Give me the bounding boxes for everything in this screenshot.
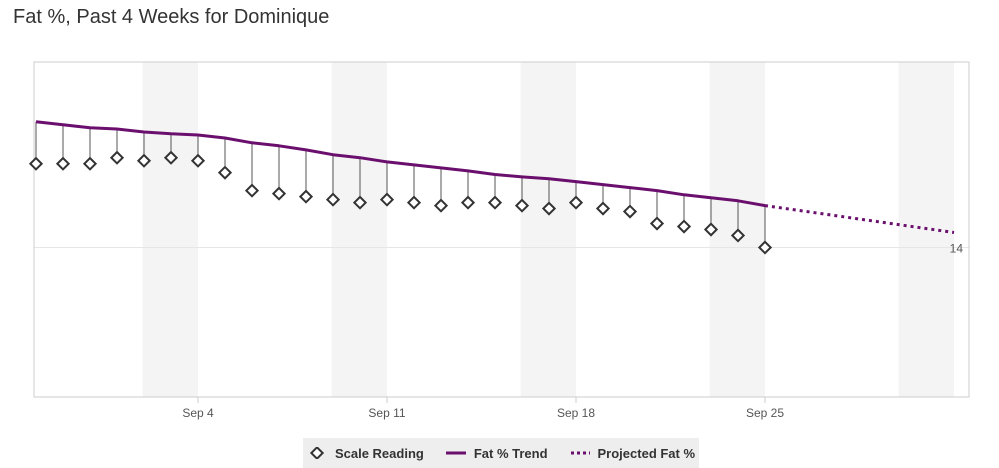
scale-reading-point xyxy=(487,195,503,210)
legend-item-fat-trend[interactable]: Fat % Trend xyxy=(445,445,548,461)
scale-reading-point xyxy=(325,192,341,207)
scale-reading-point xyxy=(28,156,44,171)
x-tick-label: Sep 25 xyxy=(746,406,784,420)
weekend-band xyxy=(331,62,387,397)
x-axis: Sep 4 Sep 11 Sep 18 Sep 25 xyxy=(182,397,784,420)
scale-reading-point xyxy=(649,216,665,231)
dotted-line-icon xyxy=(570,447,590,459)
scale-reading-point xyxy=(109,150,125,165)
weekend-band xyxy=(142,62,198,397)
weekend-bands xyxy=(142,62,954,397)
scale-reading-point xyxy=(730,228,746,243)
plot-area-border xyxy=(33,61,970,398)
legend-label-projected-fat: Projected Fat % xyxy=(597,445,696,461)
scale-reading-point xyxy=(190,153,206,168)
legend-label-fat-trend: Fat % Trend xyxy=(473,445,548,461)
scale-reading-point xyxy=(541,201,557,216)
scale-reading-point xyxy=(298,189,314,204)
solid-line-icon xyxy=(445,447,466,459)
x-tick-label: Sep 18 xyxy=(557,406,595,420)
weekend-band xyxy=(520,62,576,397)
legend: Scale Reading Fat % Trend Projected Fat … xyxy=(303,438,699,468)
scale-reading-point xyxy=(568,195,584,210)
scale-reading-markers xyxy=(28,150,773,255)
scale-reading-point xyxy=(217,165,233,180)
scale-reading-point xyxy=(757,240,773,255)
scale-reading-point xyxy=(703,222,719,237)
scale-reading-point xyxy=(244,183,260,198)
scale-reading-point xyxy=(55,156,71,171)
scale-reading-point xyxy=(271,186,287,201)
chart-title: Fat %, Past 4 Weeks for Dominique xyxy=(13,6,330,28)
x-tick-label: Sep 11 xyxy=(368,406,405,420)
legend-label-scale-reading: Scale Reading xyxy=(334,445,424,461)
y-tick-label: 14 xyxy=(950,241,964,255)
scale-reading-point xyxy=(622,204,638,219)
y-axis: 14 xyxy=(950,241,964,255)
fat-trend-line xyxy=(35,120,766,208)
scale-reading-point xyxy=(460,195,476,210)
x-tick-label: Sep 4 xyxy=(182,406,214,420)
trend-lines xyxy=(35,120,955,234)
scale-reading-point xyxy=(595,201,611,216)
scale-reading-point xyxy=(352,195,368,210)
legend-item-scale-reading[interactable]: Scale Reading xyxy=(307,446,424,461)
diamond-icon xyxy=(307,447,327,459)
scale-reading-point xyxy=(163,150,179,165)
scale-reading-point xyxy=(379,192,395,207)
scale-reading-point xyxy=(82,156,98,171)
scale-reading-point xyxy=(406,195,422,210)
scale-reading-point xyxy=(514,198,530,213)
scale-reading-point xyxy=(136,153,152,168)
scale-reading-point xyxy=(433,198,449,213)
legend-item-projected-fat[interactable]: Projected Fat % xyxy=(570,445,696,461)
scale-reading-point xyxy=(676,219,692,234)
